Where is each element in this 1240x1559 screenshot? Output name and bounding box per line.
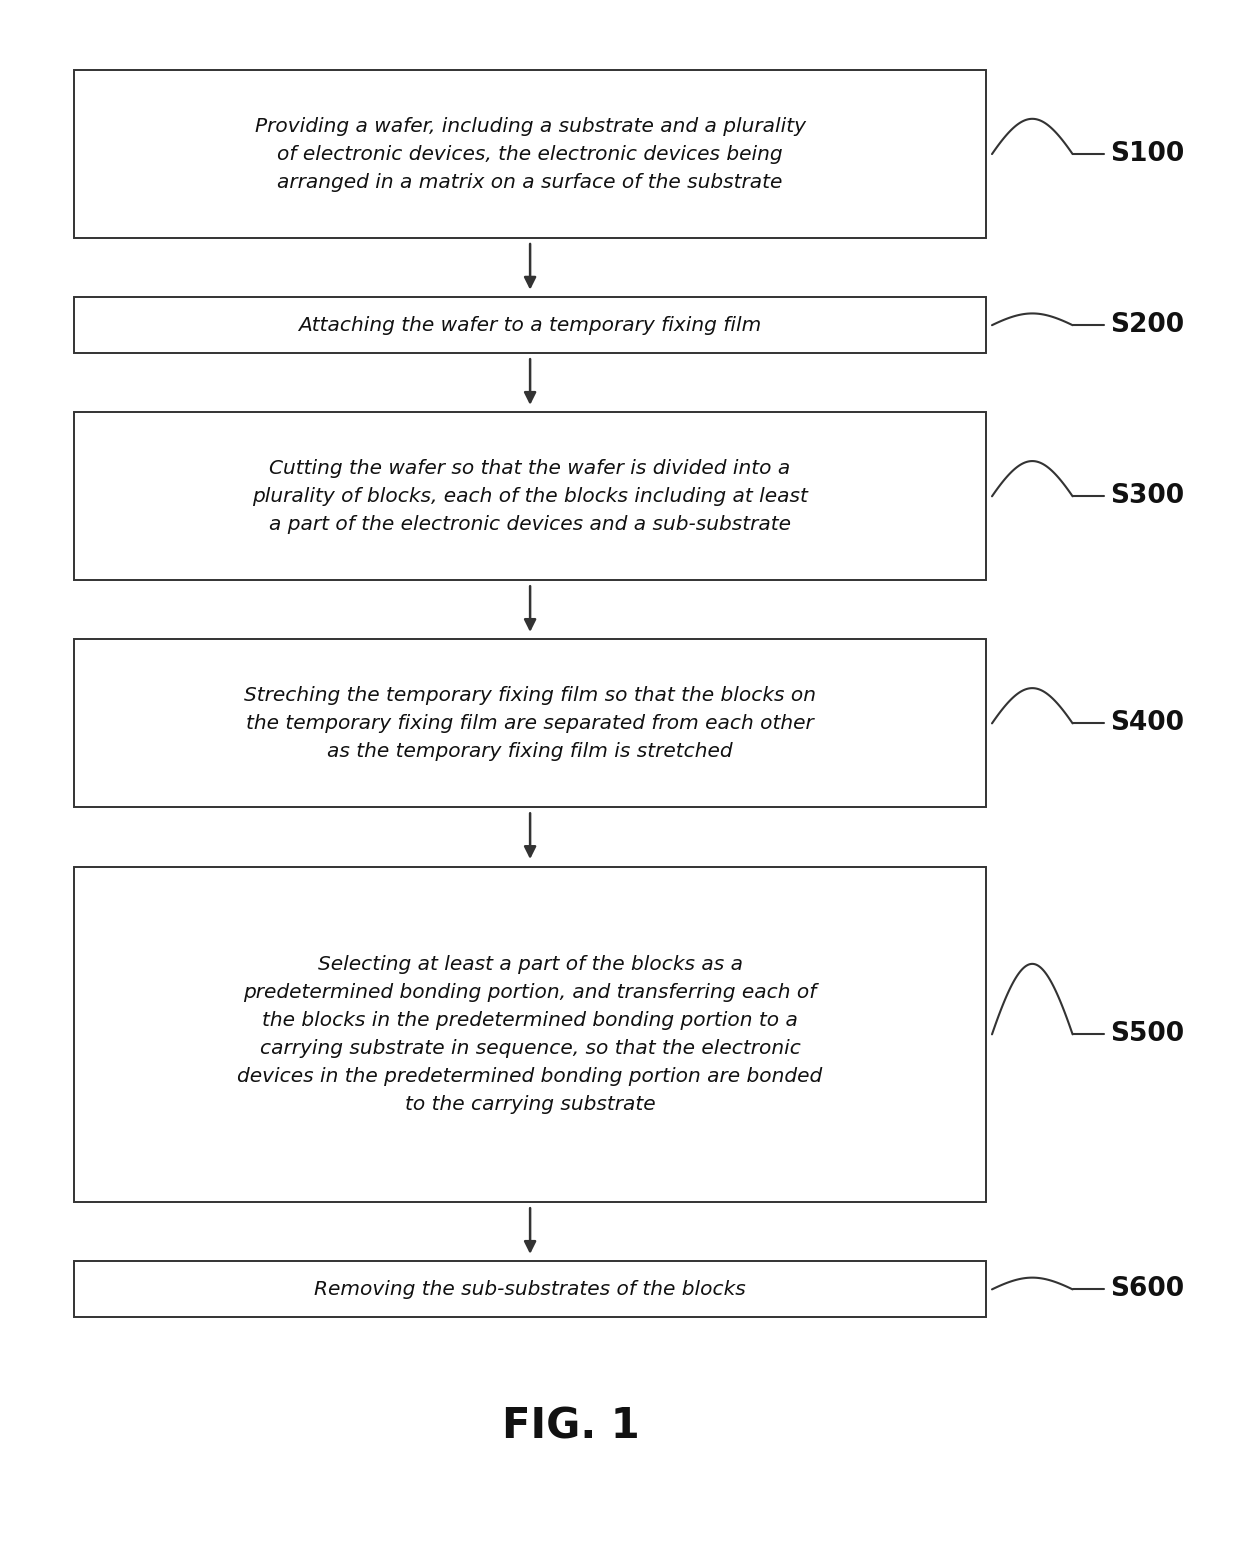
Text: S600: S600 — [1110, 1277, 1184, 1302]
Bar — [74, 298, 986, 354]
Text: Providing a wafer, including a substrate and a plurality
of electronic devices, : Providing a wafer, including a substrate… — [254, 117, 806, 192]
Bar — [74, 867, 986, 1202]
Text: S200: S200 — [1110, 312, 1184, 338]
Bar — [74, 639, 986, 808]
Text: Removing the sub-substrates of the blocks: Removing the sub-substrates of the block… — [314, 1280, 746, 1299]
Text: S300: S300 — [1110, 483, 1184, 510]
Text: Attaching the wafer to a temporary fixing film: Attaching the wafer to a temporary fixin… — [299, 315, 761, 335]
Bar — [74, 70, 986, 239]
Text: S500: S500 — [1110, 1021, 1184, 1048]
Text: Selecting at least a part of the blocks as a
predetermined bonding portion, and : Selecting at least a part of the blocks … — [238, 954, 822, 1113]
Text: Streching the temporary fixing film so that the blocks on
the temporary fixing f: Streching the temporary fixing film so t… — [244, 686, 816, 761]
Text: FIG. 1: FIG. 1 — [501, 1406, 640, 1447]
Text: Cutting the wafer so that the wafer is divided into a
plurality of blocks, each : Cutting the wafer so that the wafer is d… — [252, 458, 808, 533]
Text: S100: S100 — [1110, 140, 1184, 167]
Text: S400: S400 — [1110, 711, 1184, 736]
Bar — [74, 413, 986, 580]
Bar — [74, 1261, 986, 1317]
